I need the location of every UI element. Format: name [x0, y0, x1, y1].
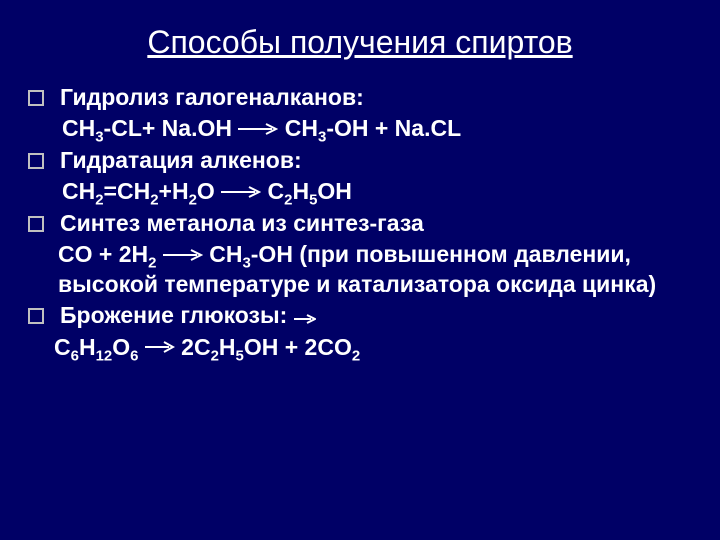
eq1-part1: CH	[62, 115, 95, 141]
bullet-item-4: Брожение глюкозы:	[28, 301, 692, 330]
arrow-icon	[221, 186, 261, 198]
eq1-part2: -CL+ Na.OH	[104, 115, 239, 141]
bullet-heading-4-text: Брожение глюкозы:	[60, 302, 287, 328]
eq4-p6: H	[219, 334, 236, 360]
eq2-s1: 2	[95, 192, 103, 209]
eq3-s3: 3	[242, 255, 250, 272]
arrow-icon	[145, 341, 175, 353]
eq4-s5: 2	[211, 347, 219, 364]
eq2-p2: =CH	[104, 178, 151, 204]
slide: Способы получения спиртов Гидролиз галог…	[0, 0, 720, 540]
eq2-p4: O	[197, 178, 221, 204]
eq2-p1: CH	[62, 178, 95, 204]
eq4-s2: 12	[96, 347, 113, 364]
bullet-item-3: Синтез метанола из синтез-газа	[28, 209, 692, 238]
eq3-p1: CO + 2H	[58, 241, 148, 267]
slide-content: Гидролиз галогеналканов: CH3-CL+ Na.OH C…	[28, 83, 692, 362]
eq2-p6: H	[292, 178, 309, 204]
bullet-heading-3: Синтез метанола из синтез-газа	[60, 209, 692, 238]
square-bullet-icon	[28, 153, 44, 169]
arrow-icon	[238, 123, 278, 135]
slide-title: Способы получения спиртов	[28, 24, 692, 61]
eq4-p2: H	[79, 334, 96, 360]
eq4-p3: O	[112, 334, 130, 360]
equation-2: CH2=CH2+H2O C2H5OH	[62, 177, 692, 206]
bullet-heading-2: Гидратация алкенов:	[60, 146, 692, 175]
eq2-s2: 2	[150, 192, 158, 209]
bullet-item-1: Гидролиз галогеналканов:	[28, 83, 692, 112]
eq4-s6: 5	[236, 347, 244, 364]
bullet-heading-1: Гидролиз галогеналканов:	[60, 83, 692, 112]
bullet-item-2: Гидратация алкенов:	[28, 146, 692, 175]
equation-4: C6H12O6 2C2H5OH + 2CO2	[54, 333, 692, 362]
eq4-p7: OH + 2CO	[244, 334, 352, 360]
arrow-icon	[163, 249, 203, 261]
eq2-p3: +H	[159, 178, 189, 204]
eq2-p5: C	[261, 178, 284, 204]
square-bullet-icon	[28, 90, 44, 106]
bullet-heading-4: Брожение глюкозы:	[60, 301, 692, 330]
eq2-s3: 2	[189, 192, 197, 209]
eq1-sub1: 3	[95, 129, 103, 146]
eq3-p3: CH	[203, 241, 243, 267]
eq2-p7: OH	[317, 178, 352, 204]
square-bullet-icon	[28, 216, 44, 232]
arrow-icon	[294, 314, 316, 324]
square-bullet-icon	[28, 308, 44, 324]
eq1-part4: -OH + Na.CL	[326, 115, 461, 141]
eq4-p1: C	[54, 334, 71, 360]
eq4-s1: 6	[71, 347, 79, 364]
equation-1: CH3-CL+ Na.OH CH3-OH + Na.CL	[62, 114, 692, 143]
eq4-s7: 2	[352, 347, 360, 364]
equation-3: CO + 2H2 CH3-OH (при повышенном давлении…	[58, 240, 692, 299]
eq4-p5: 2C	[175, 334, 211, 360]
eq1-part3: CH	[278, 115, 318, 141]
